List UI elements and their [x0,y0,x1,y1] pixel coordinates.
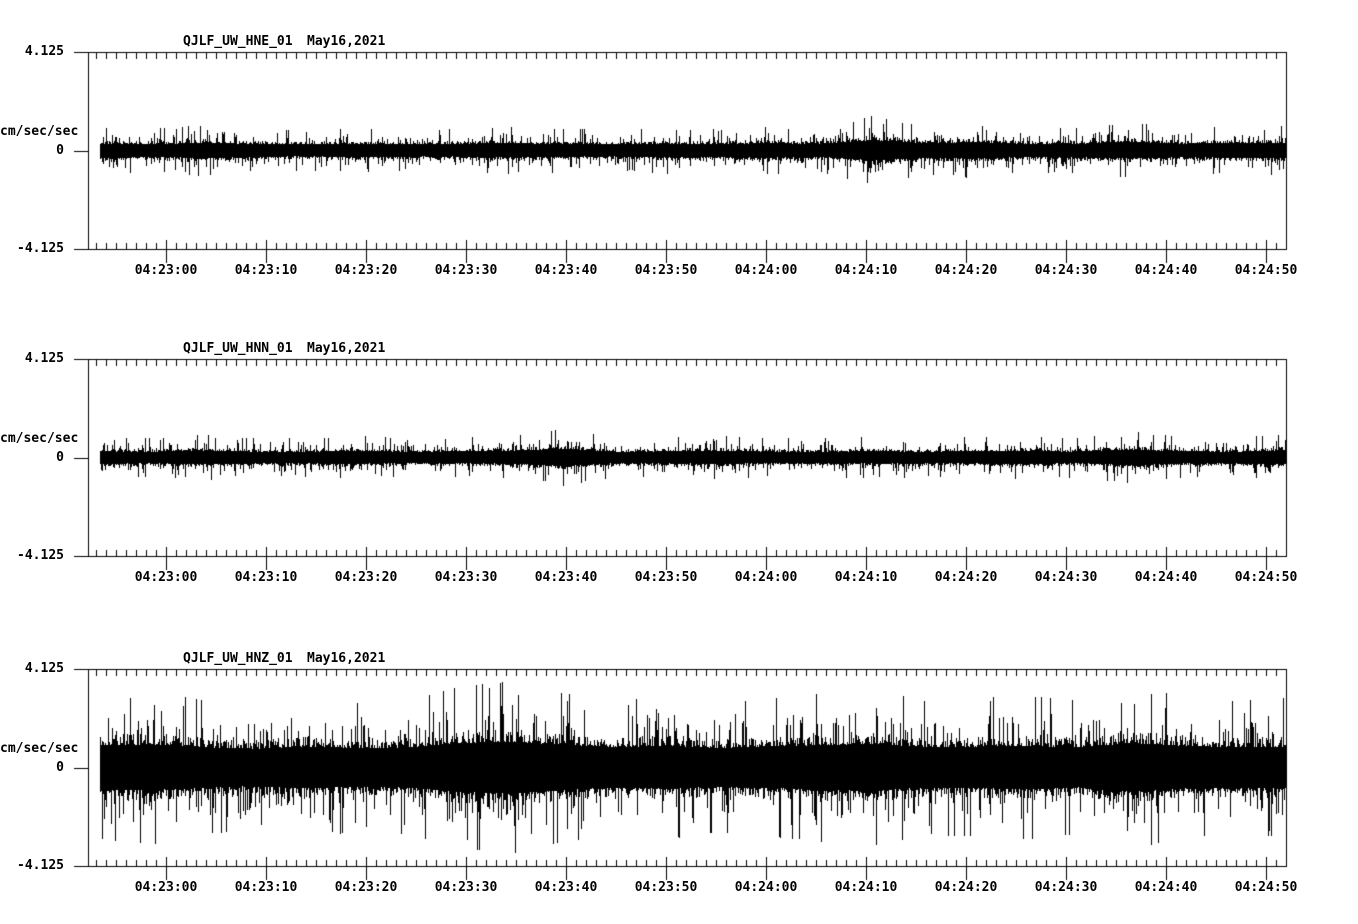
x-tick-label: 04:23:00 [134,263,198,278]
x-tick-label: 04:23:10 [234,570,298,585]
x-tick-label: 04:24:20 [934,880,998,895]
y-axis-min-label: -4.125 [17,241,64,256]
x-tick-label: 04:23:20 [334,570,398,585]
x-tick-label: 04:23:40 [534,263,598,278]
panel-title: QJLF_UW_HNN_01 [183,341,293,356]
x-tick-label: 04:24:00 [734,570,798,585]
x-tick-label: 04:23:10 [234,263,298,278]
y-axis-max-label: 4.125 [24,44,64,59]
x-tick-label: 04:24:50 [1234,263,1298,278]
x-tick-label: 04:23:50 [634,263,698,278]
panel-title: QJLF_UW_HNE_01 [183,34,293,49]
x-tick-label: 04:23:30 [434,570,498,585]
y-axis-zero-label: 0 [56,142,64,158]
x-tick-label: 04:23:30 [434,263,498,278]
x-tick-label: 04:24:40 [1134,570,1198,585]
y-axis-max-label: 4.125 [24,351,64,366]
panel-date: May16,2021 [307,34,386,49]
x-tick-label: 04:23:40 [534,570,598,585]
x-tick-label: 04:23:30 [434,880,498,895]
x-tick-label: 04:24:50 [1234,880,1298,895]
x-tick-label: 04:24:30 [1034,570,1098,585]
x-tick-label: 04:23:10 [234,880,298,895]
x-tick-label: 04:24:10 [834,570,898,585]
x-tick-label: 04:23:20 [334,263,398,278]
x-tick-label: 04:24:10 [834,880,898,895]
y-axis-max-label: 4.125 [24,661,64,676]
x-tick-label: 04:24:00 [734,263,798,278]
x-tick-label: 04:24:10 [834,263,898,278]
panel-date: May16,2021 [307,341,386,356]
y-axis-units-label: cm/sec/sec [0,123,79,139]
x-tick-label: 04:24:20 [934,263,998,278]
y-axis-units-label: cm/sec/sec [0,740,79,756]
y-axis-min-label: -4.125 [17,858,64,873]
x-tick-label: 04:23:20 [334,880,398,895]
x-tick-label: 04:24:40 [1134,880,1198,895]
y-axis-units-label: cm/sec/sec [0,430,79,446]
x-tick-label: 04:23:00 [134,570,198,585]
x-tick-label: 04:23:00 [134,880,198,895]
panel-date: May16,2021 [307,651,386,666]
x-tick-label: 04:23:40 [534,880,598,895]
x-tick-label: 04:24:30 [1034,880,1098,895]
y-axis-zero-label: 0 [56,449,64,465]
x-tick-label: 04:24:20 [934,570,998,585]
y-axis-min-label: -4.125 [17,548,64,563]
x-tick-label: 04:24:30 [1034,263,1098,278]
x-tick-label: 04:24:40 [1134,263,1198,278]
x-tick-label: 04:23:50 [634,880,698,895]
y-axis-zero-label: 0 [56,759,64,775]
panel-title: QJLF_UW_HNZ_01 [183,651,293,666]
x-tick-label: 04:24:50 [1234,570,1298,585]
x-tick-label: 04:24:00 [734,880,798,895]
x-tick-label: 04:23:50 [634,570,698,585]
